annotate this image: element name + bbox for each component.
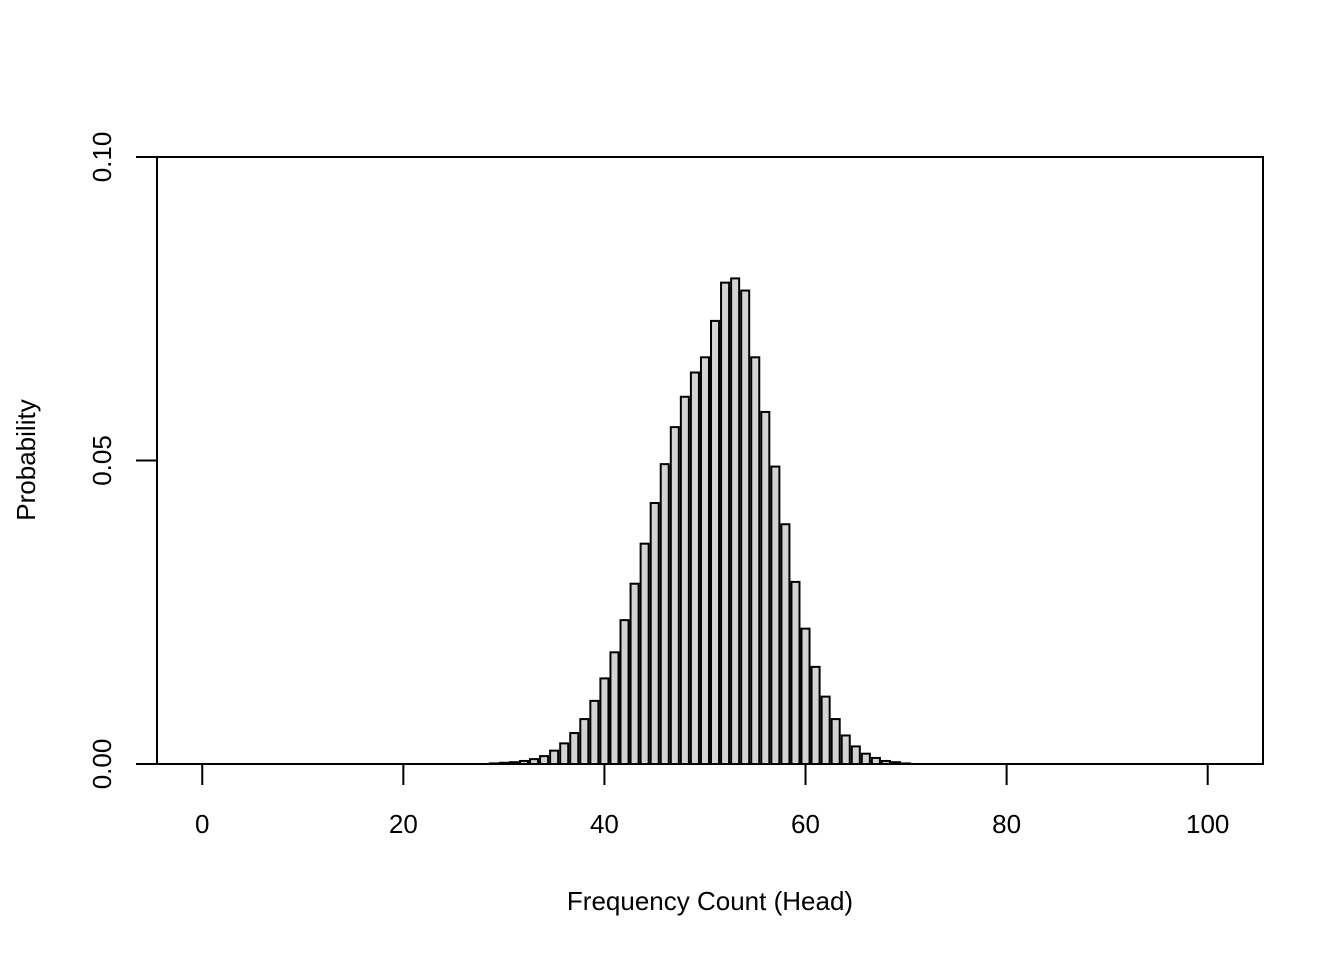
bar-58 <box>780 523 791 765</box>
y-tick-label-0.10: 0.10 <box>87 132 117 183</box>
x-axis-ticks: 0 20 40 60 80 100 <box>195 764 1229 839</box>
bar-53 <box>730 277 741 765</box>
bar-64 <box>840 734 851 765</box>
bar-65 <box>850 745 861 766</box>
bar-54 <box>740 289 751 765</box>
bar-57 <box>770 465 781 765</box>
bar-55 <box>750 356 761 765</box>
bar-50 <box>699 356 710 765</box>
bar-35 <box>549 749 560 766</box>
bar-56 <box>760 410 771 765</box>
bar-36 <box>559 742 570 765</box>
bar-45 <box>649 501 660 765</box>
x-tick-label-100: 100 <box>1186 809 1229 839</box>
bars-group <box>488 277 912 766</box>
x-tick-label-40: 40 <box>590 809 619 839</box>
y-tick-label-0.00: 0.00 <box>87 739 117 790</box>
bar-44 <box>639 542 650 765</box>
bar-46 <box>659 463 670 765</box>
bar-51 <box>710 319 721 765</box>
bar-52 <box>720 281 731 765</box>
bar-61 <box>810 665 821 766</box>
bar-38 <box>579 718 590 766</box>
bar-42 <box>619 619 630 766</box>
bar-49 <box>689 371 700 765</box>
x-tick-label-0: 0 <box>195 809 209 839</box>
x-tick-label-80: 80 <box>992 809 1021 839</box>
bar-48 <box>679 395 690 765</box>
bar-60 <box>800 627 811 766</box>
bar-63 <box>830 718 841 766</box>
x-tick-label-20: 20 <box>389 809 418 839</box>
y-axis-ticks: 0.00 0.05 0.10 <box>87 132 157 790</box>
bar-34 <box>539 755 550 765</box>
bar-41 <box>609 651 620 765</box>
bar-66 <box>860 752 871 765</box>
bar-37 <box>569 732 580 765</box>
x-tick-label-60: 60 <box>791 809 820 839</box>
bar-39 <box>589 699 600 765</box>
bar-40 <box>599 677 610 765</box>
bar-62 <box>820 695 831 765</box>
y-axis-title: Probability <box>11 399 41 520</box>
plot-frame <box>156 156 1264 765</box>
bar-59 <box>790 580 801 766</box>
bar-47 <box>669 426 680 765</box>
x-axis-title: Frequency Count (Head) <box>567 886 853 916</box>
y-tick-label-0.05: 0.05 <box>87 435 117 486</box>
bar-43 <box>629 582 640 765</box>
